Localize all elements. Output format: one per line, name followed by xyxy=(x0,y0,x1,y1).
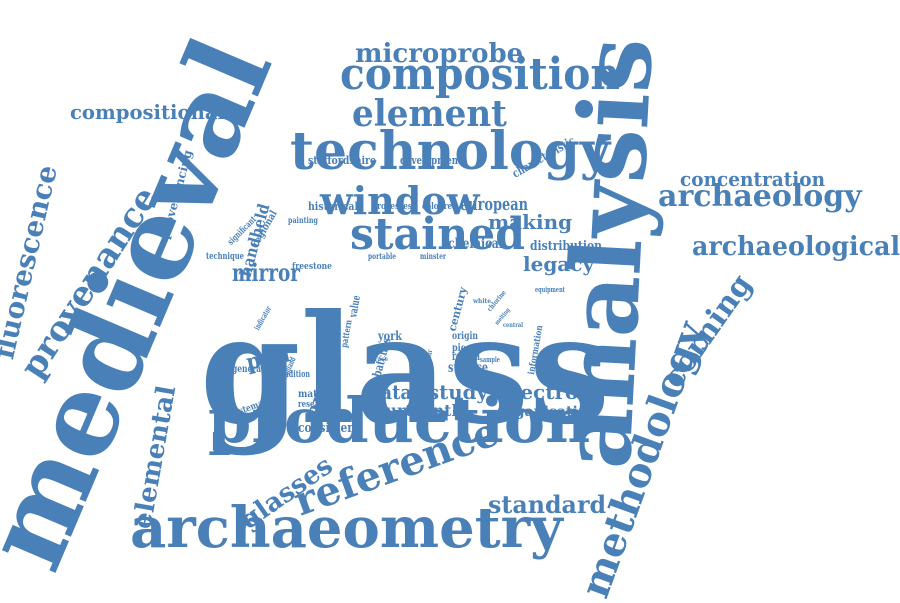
word-making: making xyxy=(488,210,573,234)
word-mirror: mirror xyxy=(232,257,301,287)
word-surface: surface xyxy=(448,359,488,376)
word-fourteenth: fourteenth xyxy=(368,401,463,421)
word-material: material xyxy=(298,389,340,400)
word-microprobe: microprobe xyxy=(355,39,524,70)
word-minster: minster xyxy=(420,250,447,261)
word-data: data xyxy=(368,380,412,404)
word-consistent: consistent xyxy=(298,420,361,436)
word-condition: condition xyxy=(276,369,310,380)
word-origin: origin xyxy=(452,331,479,342)
word-glass: glass xyxy=(200,282,610,458)
word-white: white xyxy=(473,298,492,306)
word-european: european xyxy=(460,193,528,215)
word-trace: trace xyxy=(372,356,388,364)
word-equipment: equipment xyxy=(535,285,565,295)
word-change: change xyxy=(478,375,501,385)
word-region: region xyxy=(452,349,481,364)
word-archaeology: archaeology xyxy=(658,179,862,214)
word-generation: generation xyxy=(232,364,279,375)
word-staffordshire: staffordshire xyxy=(308,154,376,168)
word-standard: standard xyxy=(488,489,607,519)
word-compositional: compositional xyxy=(70,100,225,124)
word-research: research xyxy=(298,399,332,410)
word-historical: historical xyxy=(308,200,359,214)
word-distribution: distribution xyxy=(530,238,603,254)
word-archaeological: archaeological xyxy=(692,232,900,263)
word-archaeometry: archaeometry xyxy=(130,495,563,562)
word-electron: electron xyxy=(500,380,593,404)
word-portable: portable xyxy=(368,250,397,261)
word-freestone: freestone xyxy=(292,261,333,272)
word-piece: piece xyxy=(452,343,477,354)
word-production: production xyxy=(208,384,591,458)
word-technology: technology xyxy=(290,121,611,183)
word-technique: technique xyxy=(206,251,244,262)
word-study: study xyxy=(428,380,488,404)
word-concentration: concentration xyxy=(680,167,826,191)
word-stained: stained xyxy=(350,208,525,260)
word-processes: processes xyxy=(372,201,412,212)
word-element: element xyxy=(352,93,507,136)
word-legacy: legacy xyxy=(523,252,595,276)
word-sample: sample xyxy=(480,355,500,365)
word-chemical: chemical xyxy=(448,235,503,252)
word-window: window xyxy=(320,177,480,223)
word-development: development xyxy=(400,154,463,168)
word-coloured: coloured xyxy=(422,201,458,212)
word-painting: painting xyxy=(288,214,318,225)
word-egypt: egypt xyxy=(455,362,471,370)
word-composition: composition xyxy=(340,48,620,100)
word-central: central xyxy=(503,322,524,330)
word-organisation: organisation xyxy=(498,403,598,420)
word-york: york xyxy=(378,329,402,344)
